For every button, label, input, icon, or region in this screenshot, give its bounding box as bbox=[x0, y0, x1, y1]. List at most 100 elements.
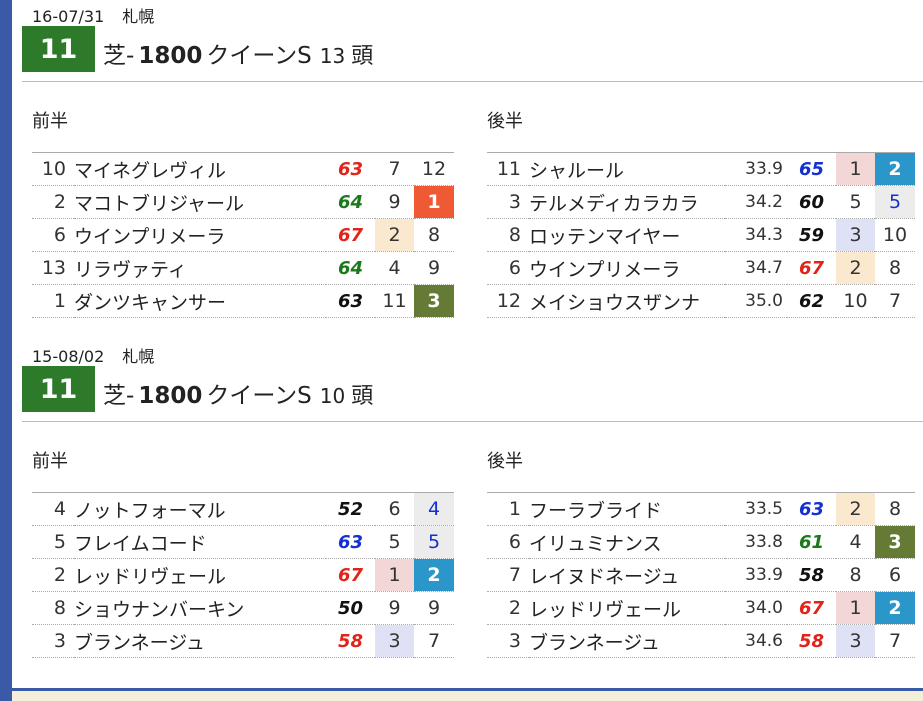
horse-row[interactable]: 5 フレイムコード 63 5 5 bbox=[32, 525, 454, 559]
horse-row[interactable]: 3 ブランネージュ 58 3 7 bbox=[32, 624, 454, 658]
position-in-section: 4 bbox=[836, 525, 875, 559]
position-in-section: 1 bbox=[375, 558, 414, 592]
finish-rank: 9 bbox=[414, 251, 454, 285]
horse-number: 11 bbox=[487, 152, 529, 186]
horse-number: 1 bbox=[487, 492, 529, 526]
horse-name[interactable]: マコトブリジャール bbox=[74, 185, 326, 219]
horse-row[interactable]: 12 メイショウスザンナ 35.0 62 10 7 bbox=[487, 284, 915, 318]
race-title[interactable]: 芝- 1800 クイーンS 13 頭 bbox=[103, 36, 373, 70]
horse-row[interactable]: 4 ノットフォーマル 52 6 4 bbox=[32, 492, 454, 526]
finish-rank: 2 bbox=[875, 591, 915, 625]
speed-index: 67 bbox=[326, 218, 375, 252]
last-3f-time: 34.7 bbox=[725, 251, 787, 285]
first-half-table: 4 ノットフォーマル 52 6 4 5 フレイムコード 63 5 5 2 レッドリヴェール 67 1 2 8 シ… bbox=[32, 492, 454, 658]
position-in-section: 1 bbox=[836, 591, 875, 625]
field-count: 10 bbox=[319, 384, 346, 408]
horse-row[interactable]: 2 レッドリヴェール 67 1 2 bbox=[32, 558, 454, 592]
horse-number: 3 bbox=[32, 624, 74, 658]
finish-rank: 6 bbox=[875, 558, 915, 592]
race-number-badge[interactable]: 11 bbox=[22, 26, 95, 72]
second-half-table: 11 シャルール 33.9 65 1 2 3 テルメディカラカラ 34.2 60 5 5 8 ロッテンマイ… bbox=[487, 152, 915, 318]
horse-row[interactable]: 6 イリュミナンス 33.8 61 4 3 bbox=[487, 525, 915, 559]
first-half-table: 10 マイネグレヴィル 63 7 12 2 マコトブリジャール 64 9 1 6 ウインプリメーラ 67… bbox=[32, 152, 454, 318]
finish-rank: 5 bbox=[875, 185, 915, 219]
horse-name[interactable]: ブランネージュ bbox=[74, 624, 326, 658]
position-in-section: 3 bbox=[836, 218, 875, 252]
horse-name[interactable]: イリュミナンス bbox=[529, 525, 725, 559]
position-in-section: 3 bbox=[375, 624, 414, 658]
content-panel: 16-07/31 札幌 11 芝- 1800 クイーンS 13 頭 前半 後半 1… bbox=[12, 0, 923, 688]
last-3f-time: 34.2 bbox=[725, 185, 787, 219]
horse-number: 3 bbox=[487, 624, 529, 658]
field-count-unit: 頭 bbox=[351, 44, 374, 69]
horse-name[interactable]: レッドリヴェール bbox=[74, 558, 326, 592]
horse-row[interactable]: 3 ブランネージュ 34.6 58 3 7 bbox=[487, 624, 915, 658]
horse-number: 8 bbox=[32, 591, 74, 625]
horse-name[interactable]: ロッテンマイヤー bbox=[529, 218, 725, 252]
finish-rank: 1 bbox=[414, 185, 454, 219]
horse-name[interactable]: ブランネージュ bbox=[529, 624, 725, 658]
speed-index: 60 bbox=[787, 185, 836, 219]
horse-number: 12 bbox=[487, 284, 529, 318]
race-name: クイーンS bbox=[206, 43, 312, 69]
race-number-badge[interactable]: 11 bbox=[22, 366, 95, 412]
finish-rank: 8 bbox=[875, 251, 915, 285]
speed-index: 59 bbox=[787, 218, 836, 252]
horse-name[interactable]: ノットフォーマル bbox=[74, 492, 326, 526]
horse-row[interactable]: 6 ウインプリメーラ 67 2 8 bbox=[32, 218, 454, 252]
field-count: 13 bbox=[319, 44, 346, 68]
horse-row[interactable]: 13 リラヴァティ 64 4 9 bbox=[32, 251, 454, 285]
finish-rank: 2 bbox=[875, 152, 915, 186]
position-in-section: 4 bbox=[375, 251, 414, 285]
horse-name[interactable]: フレイムコード bbox=[74, 525, 326, 559]
horse-row[interactable]: 10 マイネグレヴィル 63 7 12 bbox=[32, 152, 454, 186]
race-divider bbox=[22, 81, 923, 82]
horse-row[interactable]: 3 テルメディカラカラ 34.2 60 5 5 bbox=[487, 185, 915, 219]
horse-number: 10 bbox=[32, 152, 74, 186]
horse-row[interactable]: 8 ショウナンバーキン 50 9 9 bbox=[32, 591, 454, 625]
speed-index: 63 bbox=[326, 525, 375, 559]
horse-number: 1 bbox=[32, 284, 74, 318]
horse-name[interactable]: レイヌドネージュ bbox=[529, 558, 725, 592]
first-half-label: 前半 bbox=[32, 451, 68, 472]
horse-name[interactable]: ウインプリメーラ bbox=[529, 251, 725, 285]
horse-name[interactable]: リラヴァティ bbox=[74, 251, 326, 285]
horse-name[interactable]: ダンツキャンサー bbox=[74, 284, 326, 318]
finish-rank: 9 bbox=[414, 591, 454, 625]
finish-rank: 3 bbox=[414, 284, 454, 318]
horse-name[interactable]: シャルール bbox=[529, 152, 725, 186]
horse-row[interactable]: 6 ウインプリメーラ 34.7 67 2 8 bbox=[487, 251, 915, 285]
speed-index: 58 bbox=[326, 624, 375, 658]
bottom-strip bbox=[12, 688, 923, 701]
position-in-section: 2 bbox=[836, 492, 875, 526]
horse-name[interactable]: フーラブライド bbox=[529, 492, 725, 526]
speed-index: 58 bbox=[787, 558, 836, 592]
finish-rank: 8 bbox=[875, 492, 915, 526]
horse-row[interactable]: 1 フーラブライド 33.5 63 2 8 bbox=[487, 492, 915, 526]
horse-name[interactable]: ショウナンバーキン bbox=[74, 591, 326, 625]
horse-row[interactable]: 2 マコトブリジャール 64 9 1 bbox=[32, 185, 454, 219]
last-3f-time: 33.9 bbox=[725, 558, 787, 592]
horse-name[interactable]: レッドリヴェール bbox=[529, 591, 725, 625]
speed-index: 67 bbox=[787, 591, 836, 625]
speed-index: 67 bbox=[787, 251, 836, 285]
horse-number: 6 bbox=[487, 251, 529, 285]
horse-name[interactable]: テルメディカラカラ bbox=[529, 185, 725, 219]
race-date: 15-08/02 札幌 bbox=[32, 343, 154, 367]
horse-number: 2 bbox=[32, 185, 74, 219]
race-title[interactable]: 芝- 1800 クイーンS 10 頭 bbox=[103, 376, 373, 410]
finish-rank: 5 bbox=[414, 525, 454, 559]
position-in-section: 9 bbox=[375, 591, 414, 625]
speed-index: 62 bbox=[787, 284, 836, 318]
horse-row[interactable]: 7 レイヌドネージュ 33.9 58 8 6 bbox=[487, 558, 915, 592]
finish-rank: 10 bbox=[875, 218, 915, 252]
horse-name[interactable]: メイショウスザンナ bbox=[529, 284, 725, 318]
horse-row[interactable]: 1 ダンツキャンサー 63 11 3 bbox=[32, 284, 454, 318]
horse-name[interactable]: マイネグレヴィル bbox=[74, 152, 326, 186]
horse-row[interactable]: 2 レッドリヴェール 34.0 67 1 2 bbox=[487, 591, 915, 625]
horse-name[interactable]: ウインプリメーラ bbox=[74, 218, 326, 252]
position-in-section: 5 bbox=[375, 525, 414, 559]
field-count-unit: 頭 bbox=[351, 384, 374, 409]
horse-row[interactable]: 11 シャルール 33.9 65 1 2 bbox=[487, 152, 915, 186]
horse-row[interactable]: 8 ロッテンマイヤー 34.3 59 3 10 bbox=[487, 218, 915, 252]
